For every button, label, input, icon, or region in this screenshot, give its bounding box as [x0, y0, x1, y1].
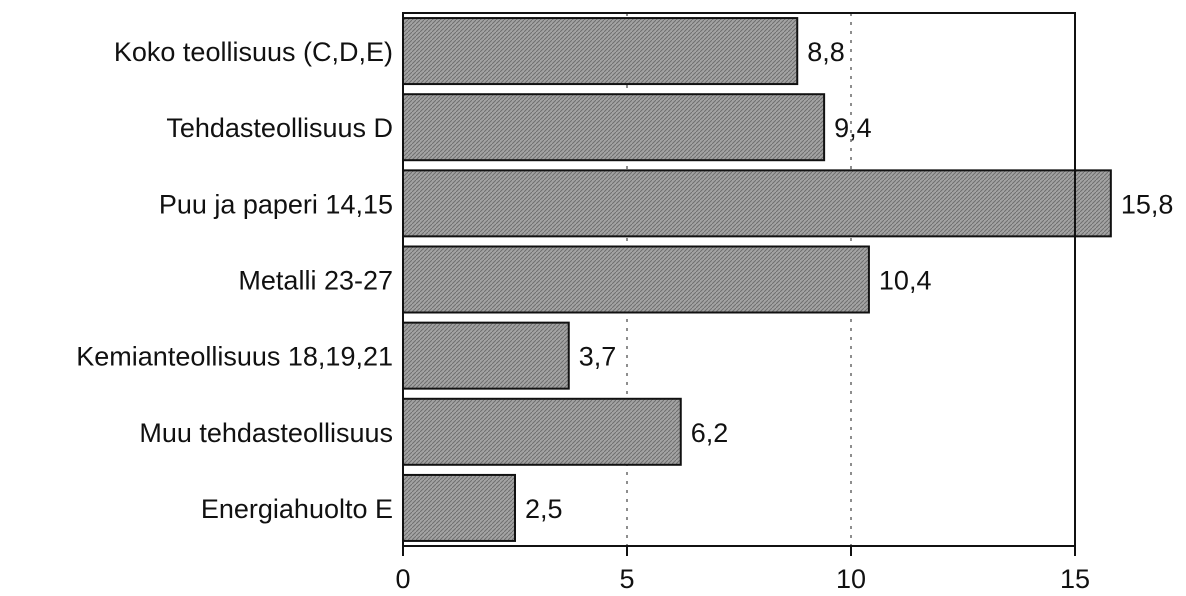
x-tick-label-15: 15 — [1060, 564, 1090, 594]
category-labels: Koko teollisuus (C,D,E) Tehdasteollisuus … — [76, 37, 393, 524]
bar-4 — [402, 321, 570, 390]
category-label-5: Muu tehdasteollisuus — [139, 418, 393, 448]
value-label-4: 3,7 — [579, 342, 617, 372]
category-label-6: Energiahuolto E — [201, 494, 393, 524]
x-tick-label-0: 0 — [395, 564, 410, 594]
value-label-2: 15,8 — [1121, 189, 1174, 219]
value-label-0: 8,8 — [807, 37, 845, 67]
bar-3 — [402, 245, 870, 314]
value-label-1: 9,4 — [834, 113, 872, 143]
bar-1 — [402, 93, 826, 162]
bar-0 — [402, 17, 799, 86]
value-label-6: 2,5 — [525, 494, 563, 524]
x-axis: 0 5 10 15 — [395, 546, 1090, 594]
bar-6 — [402, 473, 516, 542]
category-label-3: Metalli 23-27 — [238, 266, 393, 296]
x-tick-label-10: 10 — [836, 564, 866, 594]
category-label-4: Kemianteollisuus 18,19,21 — [76, 342, 393, 372]
category-label-0: Koko teollisuus (C,D,E) — [114, 37, 393, 67]
value-label-5: 6,2 — [691, 418, 729, 448]
category-label-1: Tehdasteollisuus D — [166, 113, 393, 143]
x-tick-label-5: 5 — [619, 564, 634, 594]
bar-2 — [402, 169, 1112, 238]
value-label-3: 10,4 — [879, 266, 932, 296]
plot-frame — [402, 12, 1076, 547]
bars: 8,8 9,4 15,8 10,4 3,7 6,2 2,5 — [402, 17, 1174, 542]
category-label-2: Puu ja paperi 14,15 — [159, 189, 393, 219]
bar-5 — [402, 397, 682, 466]
